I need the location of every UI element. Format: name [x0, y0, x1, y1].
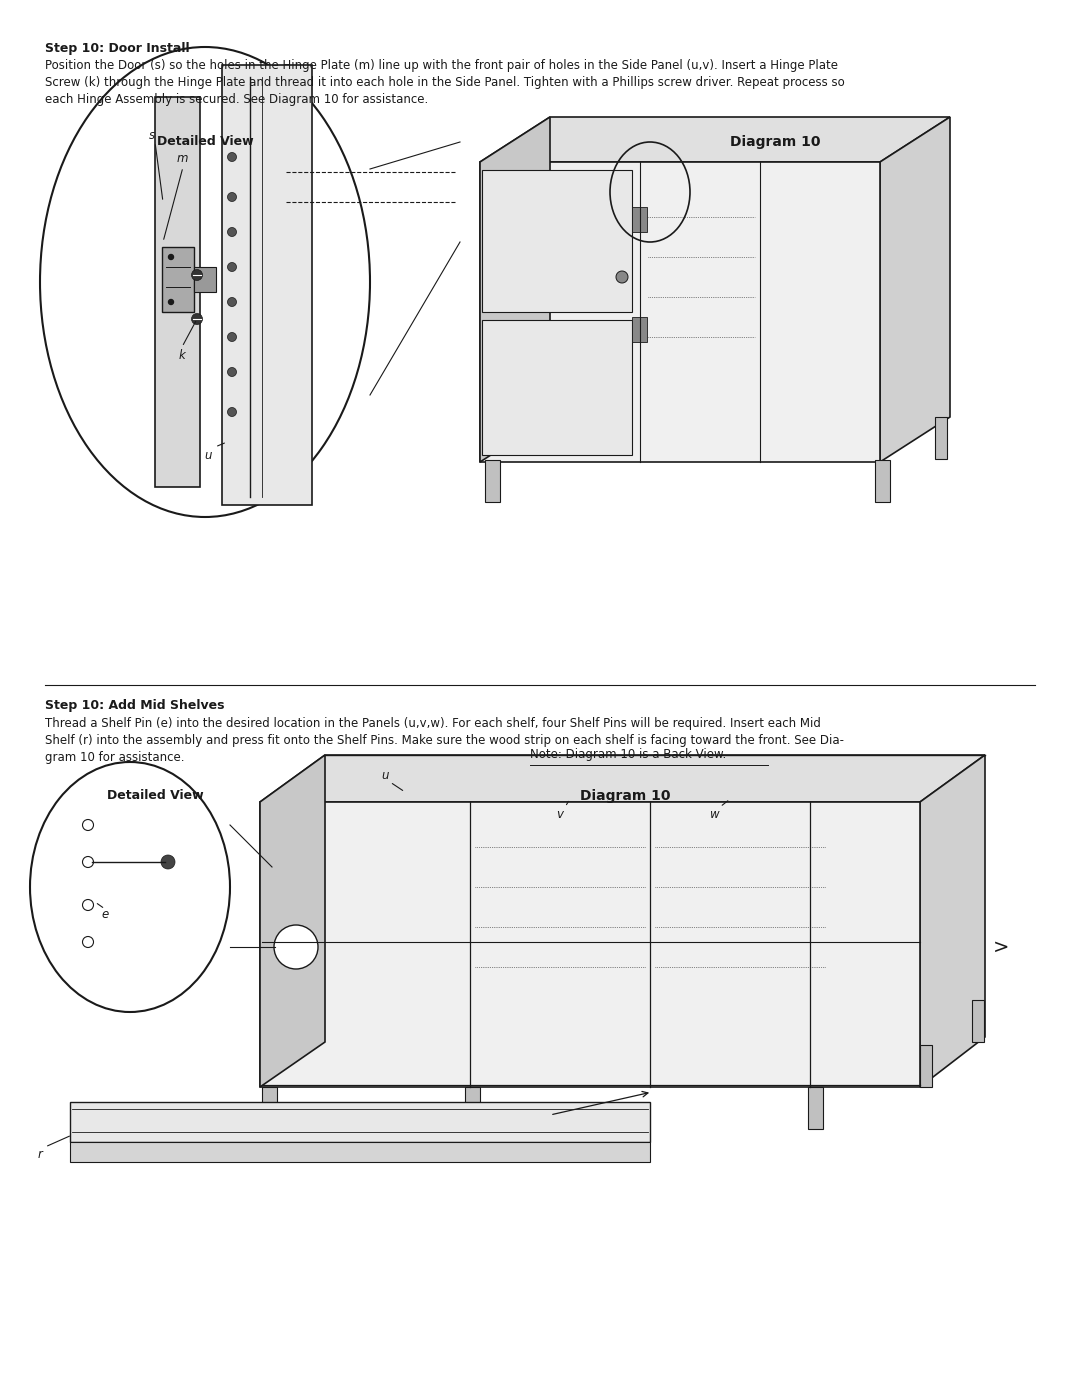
Text: k: k [178, 348, 186, 362]
FancyBboxPatch shape [194, 267, 216, 292]
Circle shape [274, 925, 318, 970]
Circle shape [228, 152, 237, 162]
Text: Diagram 10: Diagram 10 [730, 136, 821, 149]
Circle shape [616, 271, 627, 284]
Circle shape [82, 900, 94, 911]
Circle shape [228, 263, 237, 271]
FancyBboxPatch shape [632, 317, 647, 342]
Polygon shape [920, 754, 985, 1087]
Circle shape [191, 313, 203, 324]
Polygon shape [480, 117, 950, 162]
Circle shape [168, 254, 174, 260]
Text: Detailed View: Detailed View [107, 789, 203, 802]
Circle shape [191, 270, 203, 281]
FancyBboxPatch shape [162, 247, 194, 312]
Text: m: m [176, 152, 188, 165]
Circle shape [228, 367, 237, 377]
Circle shape [228, 193, 237, 201]
FancyBboxPatch shape [972, 1000, 984, 1042]
Text: Note: Diagram 10 is a Back View.: Note: Diagram 10 is a Back View. [530, 747, 726, 761]
Circle shape [168, 299, 174, 305]
Text: r: r [38, 1148, 42, 1161]
Text: u: u [381, 768, 389, 781]
Polygon shape [880, 117, 950, 462]
Text: v: v [556, 809, 564, 821]
FancyBboxPatch shape [156, 96, 200, 488]
Polygon shape [70, 1141, 650, 1162]
FancyBboxPatch shape [935, 416, 947, 460]
Text: Detailed View: Detailed View [157, 136, 254, 148]
FancyBboxPatch shape [632, 207, 647, 232]
Text: w: w [711, 809, 719, 821]
Circle shape [161, 855, 175, 869]
Polygon shape [480, 162, 880, 462]
Circle shape [228, 298, 237, 306]
FancyBboxPatch shape [262, 1087, 276, 1129]
Circle shape [82, 856, 94, 868]
Polygon shape [260, 802, 920, 1087]
Circle shape [228, 228, 237, 236]
Circle shape [228, 408, 237, 416]
Text: >: > [993, 937, 1010, 957]
Polygon shape [480, 117, 550, 462]
Text: s: s [149, 129, 156, 141]
FancyBboxPatch shape [482, 170, 632, 312]
Text: Position the Door (s) so the holes in the Hinge Plate (m) line up with the front: Position the Door (s) so the holes in th… [45, 59, 845, 106]
Circle shape [228, 332, 237, 341]
FancyBboxPatch shape [465, 1087, 480, 1129]
Text: e: e [102, 908, 109, 922]
FancyBboxPatch shape [222, 66, 312, 504]
Circle shape [82, 936, 94, 947]
Text: u: u [204, 448, 212, 461]
Text: Thread a Shelf Pin (e) into the desired location in the Panels (u,v,w). For each: Thread a Shelf Pin (e) into the desired … [45, 717, 843, 764]
Polygon shape [70, 1102, 650, 1141]
FancyBboxPatch shape [808, 1087, 823, 1129]
Polygon shape [260, 754, 325, 1087]
Circle shape [82, 820, 94, 830]
Text: Step 10: Door Install: Step 10: Door Install [45, 42, 190, 54]
Polygon shape [260, 754, 985, 802]
Text: Diagram 10: Diagram 10 [580, 789, 671, 803]
FancyBboxPatch shape [482, 320, 632, 455]
Text: Step 10: Add Mid Shelves: Step 10: Add Mid Shelves [45, 698, 225, 712]
FancyBboxPatch shape [920, 1045, 932, 1087]
FancyBboxPatch shape [875, 460, 890, 502]
FancyBboxPatch shape [485, 460, 500, 502]
